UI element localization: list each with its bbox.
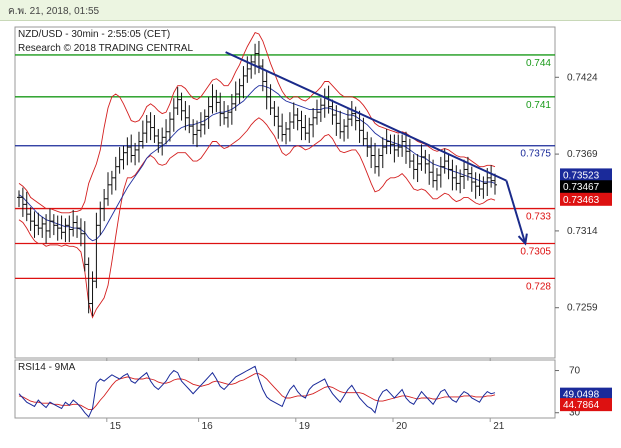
forecast-arrow-head bbox=[517, 233, 528, 246]
timestamp-label: ค.พ. 21, 2018, 01:55 bbox=[8, 6, 100, 17]
chart-subtitle: Research © 2018 TRADING CENTRAL bbox=[18, 43, 193, 54]
rsi-title: RSI14 - 9MA bbox=[18, 362, 76, 373]
price-tag-label-2: 0.73463 bbox=[563, 195, 600, 206]
rsi-tag-0 bbox=[560, 387, 612, 401]
trend-line bbox=[225, 51, 507, 182]
rsi-tag-label-0: 49.0498 bbox=[563, 390, 600, 401]
price-tag-2 bbox=[560, 192, 612, 206]
level-label-2: 0.7375 bbox=[520, 149, 551, 160]
rsi-y-tick-label-1: 30 bbox=[569, 408, 581, 419]
rsi-tag-1 bbox=[560, 398, 612, 412]
rsi-line bbox=[18, 365, 496, 418]
price-tag-0 bbox=[560, 168, 612, 182]
top-bar: ค.พ. 21, 2018, 01:55 bbox=[0, 0, 621, 21]
price-tag-label-0: 0.73523 bbox=[563, 170, 600, 181]
moving-average-line bbox=[18, 85, 496, 242]
forecast-arrow-shaft bbox=[505, 180, 527, 244]
y-tick-label-3: 0.7259 bbox=[567, 303, 598, 314]
rsi-tag-label-1: 44.7864 bbox=[563, 400, 600, 411]
rsi-panel-frame bbox=[14, 359, 556, 419]
level-label-3: 0.733 bbox=[526, 212, 551, 223]
y-tick-label-2: 0.7314 bbox=[567, 226, 598, 237]
level-label-5: 0.728 bbox=[526, 281, 551, 292]
x-tick-label-2: 19 bbox=[299, 421, 311, 432]
rsi-y-tick-label-0: 70 bbox=[569, 366, 581, 377]
main-panel-frame bbox=[14, 26, 556, 359]
level-label-0: 0.744 bbox=[526, 58, 551, 69]
price-tag-1 bbox=[560, 180, 612, 194]
chart-title: NZD/USD - 30min - 2:55:05 (CET) bbox=[18, 29, 170, 40]
level-label-4: 0.7305 bbox=[520, 246, 551, 257]
bollinger-lower-line bbox=[18, 117, 496, 319]
y-tick-label-0: 0.7424 bbox=[567, 72, 598, 83]
price-tag-label-1: 0.73467 bbox=[563, 182, 600, 193]
x-tick-label-3: 20 bbox=[396, 421, 408, 432]
x-tick-label-1: 16 bbox=[202, 421, 214, 432]
level-label-1: 0.741 bbox=[526, 100, 551, 111]
x-tick-label-0: 15 bbox=[110, 421, 122, 432]
y-tick-label-1: 0.7369 bbox=[567, 149, 598, 160]
x-tick-label-4: 21 bbox=[493, 421, 505, 432]
